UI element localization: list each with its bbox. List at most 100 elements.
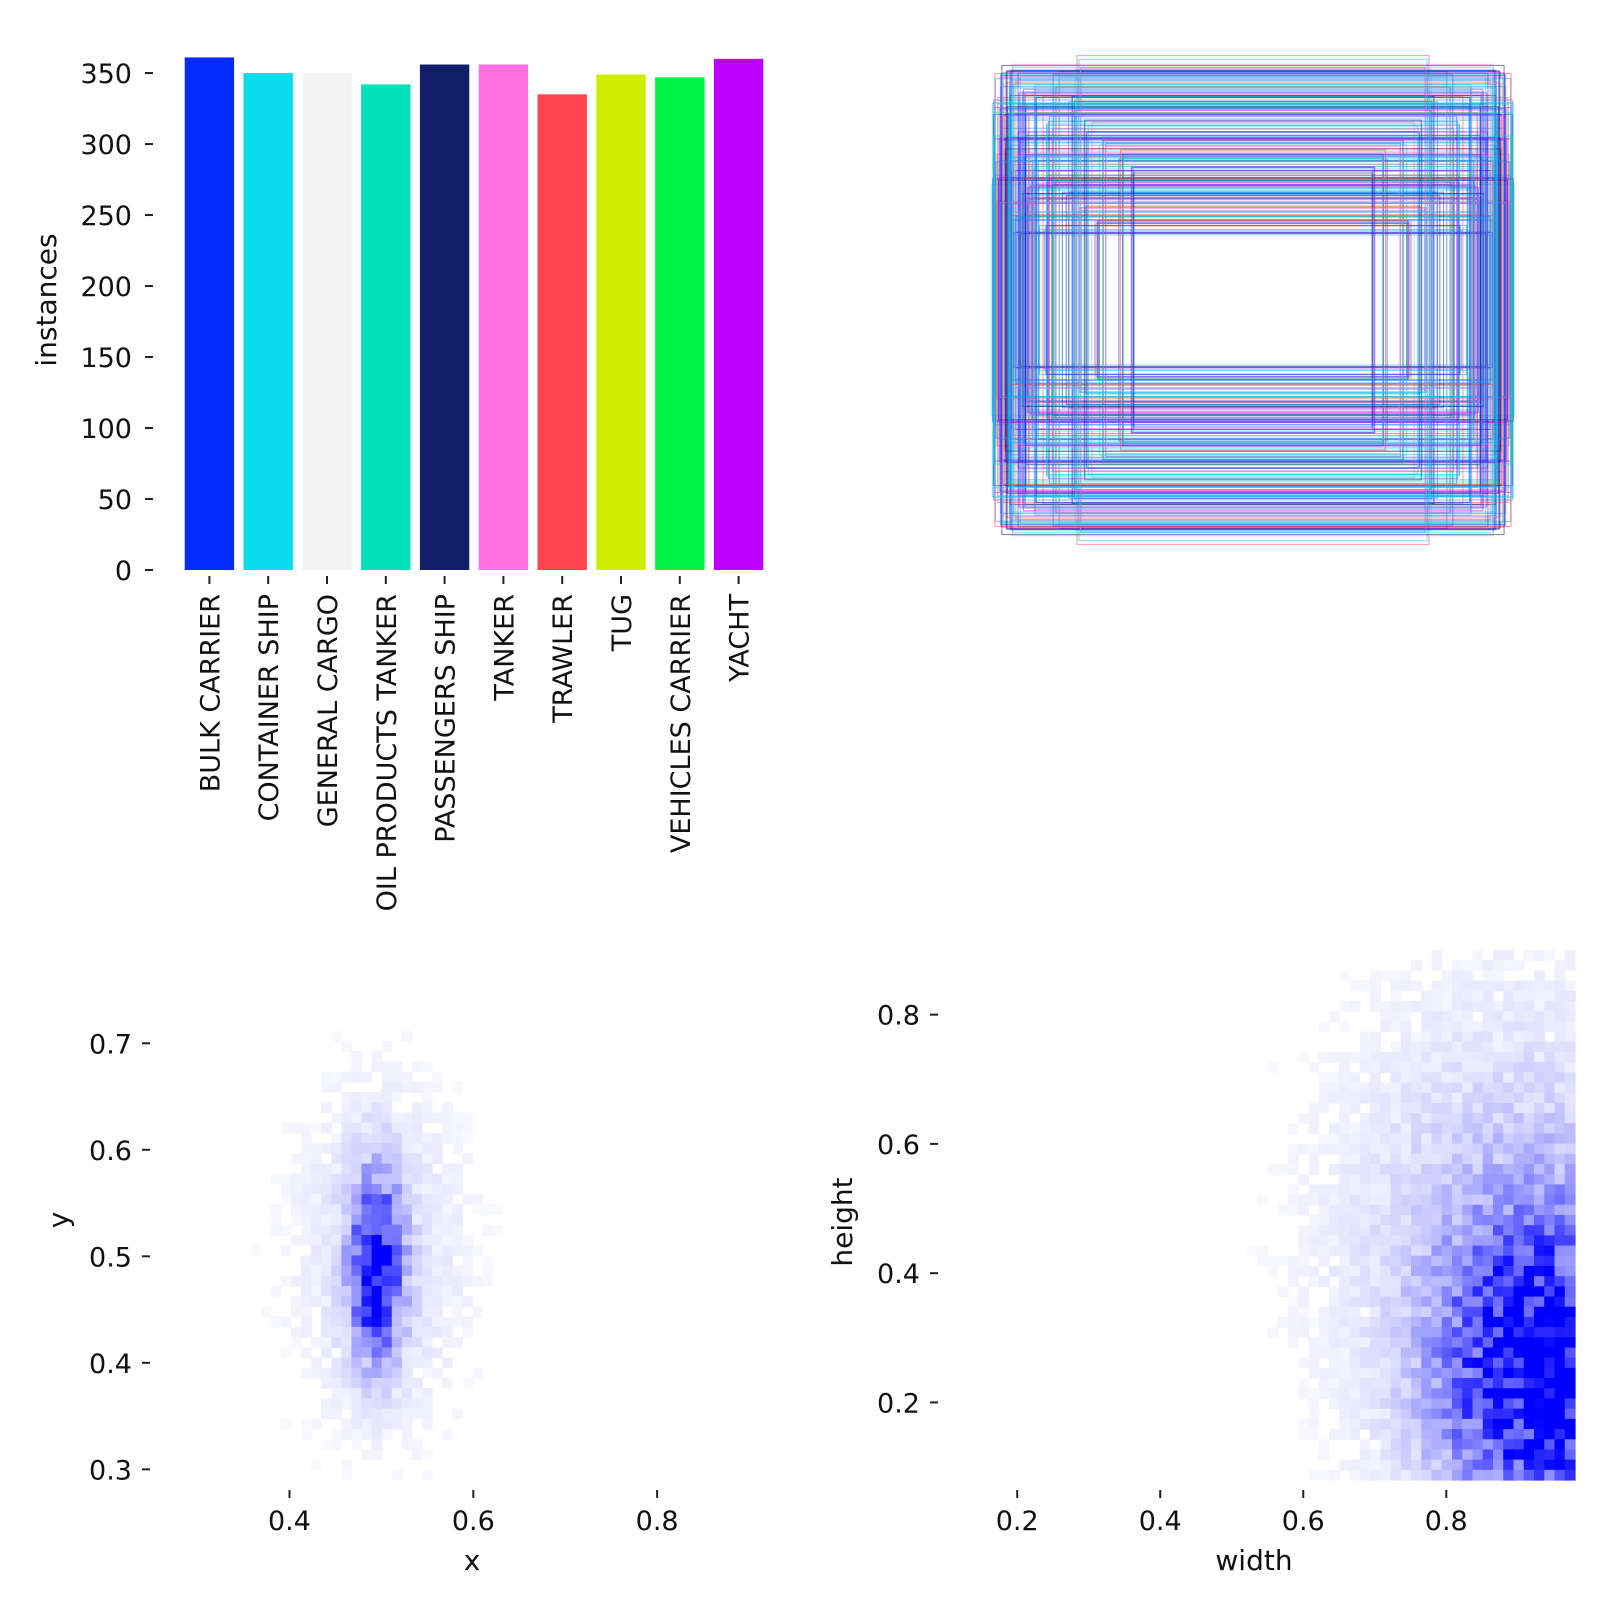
wh-heat-cell xyxy=(1267,1265,1279,1277)
xy-heat-cell xyxy=(321,1235,332,1246)
wh-heat-cell xyxy=(1523,1367,1535,1379)
xy-heat-cell xyxy=(411,1377,423,1389)
wh-heat-cell xyxy=(1390,1123,1402,1135)
wh-heat-cell xyxy=(1421,1235,1433,1247)
wh-heat-cell xyxy=(1400,1062,1412,1073)
xy-heat-cell xyxy=(391,1153,403,1165)
wh-heat-cell xyxy=(1564,1164,1576,1175)
bbox-outline xyxy=(1015,216,1491,384)
xy-heat-cell xyxy=(341,1122,353,1134)
wh-heat-cell xyxy=(1308,1347,1320,1359)
wh-heat-cell xyxy=(1411,1215,1422,1226)
wh-heat-cell xyxy=(1534,1123,1545,1135)
wh-heat-cell xyxy=(1349,1276,1361,1287)
wh-heat-cell xyxy=(1431,1062,1443,1073)
wh-heat-cell xyxy=(1380,1449,1392,1461)
xy-heat-cell xyxy=(301,1286,312,1297)
xy-heat-cell xyxy=(452,1163,463,1175)
xy-heat-cell xyxy=(442,1132,453,1144)
bbox-outline xyxy=(1047,121,1459,479)
xy-heat-cell xyxy=(411,1081,423,1093)
xy-heat-cell xyxy=(381,1418,393,1430)
wh-heat-cell xyxy=(1534,1367,1545,1379)
wh-heat-cell xyxy=(1431,980,1443,992)
wh-heat-cell xyxy=(1349,1459,1361,1471)
wh-heat-cell xyxy=(1380,1327,1392,1338)
xy-heat-cell xyxy=(361,1153,373,1165)
wh-heat-cell xyxy=(1370,1051,1381,1063)
wh-heat-cell xyxy=(1411,1255,1422,1267)
xy-heat-cell xyxy=(411,1224,423,1236)
wh-heat-cell xyxy=(1349,1388,1361,1400)
xy-heat-cell xyxy=(381,1163,393,1175)
wh-heat-cell xyxy=(1390,1204,1402,1216)
wh-heat-cell xyxy=(1544,1378,1556,1389)
wh-heat-cell xyxy=(1472,1174,1484,1186)
xy-heat-cell xyxy=(351,1061,363,1073)
wh-heat-cell xyxy=(1400,1429,1412,1440)
wh-heat-cell xyxy=(1472,1245,1484,1257)
wh-heat-cell xyxy=(1564,1000,1576,1012)
wh-heat-cell xyxy=(1421,1347,1433,1359)
wh-heat-cell xyxy=(1482,1459,1494,1471)
wh-heat-cell xyxy=(1441,970,1453,982)
wh-heat-cell xyxy=(1482,1041,1494,1053)
xy-heat-cell xyxy=(452,1286,463,1297)
wh-heat-cell xyxy=(1564,1092,1576,1104)
xy-heat-cell xyxy=(301,1428,312,1440)
xy-heat-cell xyxy=(361,1428,373,1440)
wh-heat-cell xyxy=(1452,1051,1463,1063)
wh-heat-cell xyxy=(1400,1388,1412,1400)
xy-heat-cell xyxy=(442,1224,453,1236)
wh-heat-cell xyxy=(1523,950,1535,961)
bar-tug xyxy=(596,74,646,571)
bbox-outline xyxy=(1008,87,1498,513)
xy-heat-cell xyxy=(472,1194,484,1205)
wh-heat-cell xyxy=(1380,1123,1392,1135)
wh-heat-cell xyxy=(1441,1113,1453,1124)
wh-heat-cell xyxy=(1544,980,1556,992)
wh-heat-cell xyxy=(1513,1102,1525,1114)
xy-heat-cell xyxy=(321,1245,332,1257)
wh-heat-cell xyxy=(1441,1204,1453,1216)
wh-heat-cell xyxy=(1411,1235,1422,1247)
wh-y-tick-label: 0.8 xyxy=(877,1001,920,1032)
xy-heat-cell xyxy=(321,1306,332,1318)
bbox-outline xyxy=(1086,131,1420,469)
wh-heat-cell xyxy=(1339,1255,1351,1267)
xy-heat-cell xyxy=(452,1143,463,1154)
xy-heat-cell xyxy=(371,1306,383,1318)
wh-heat-cell xyxy=(1390,990,1402,1002)
xy-heat-cell xyxy=(401,1173,413,1185)
wh-heat-cell xyxy=(1390,980,1402,992)
wh-heat-cell xyxy=(1431,1245,1443,1257)
wh-heat-cell xyxy=(1411,1225,1422,1236)
xy-heat-cell xyxy=(361,1377,373,1389)
wh-heat-cell xyxy=(1503,1316,1515,1328)
xy-heat-cell xyxy=(331,1306,342,1318)
wh-heat-cell xyxy=(1349,1367,1361,1379)
wh-heat-cell xyxy=(1431,1174,1443,1186)
xy-heat-cell xyxy=(381,1388,393,1399)
xy-heat-cell xyxy=(381,1337,393,1348)
wh-heat-cell xyxy=(1441,1337,1453,1349)
wh-heat-cell xyxy=(1370,1082,1381,1094)
xy-heat-cell xyxy=(351,1235,363,1246)
bar-x-tick-label: PASSENGERS SHIP xyxy=(431,594,462,843)
wh-heat-cell xyxy=(1452,1092,1463,1104)
xy-heat-cell xyxy=(331,1132,342,1144)
wh-heat-cell xyxy=(1441,1265,1453,1277)
wh-heat-cell xyxy=(1421,1051,1433,1063)
xy-heat-cell xyxy=(422,1245,433,1257)
xy-heat-cell xyxy=(351,1286,363,1297)
wh-heat-cell xyxy=(1493,1062,1504,1073)
wh-x-tick-label: 0.4 xyxy=(1139,1506,1182,1537)
wh-heat-cell xyxy=(1482,1184,1494,1196)
xy-heat-cell xyxy=(371,1163,383,1175)
wh-heat-cell xyxy=(1421,1357,1433,1369)
wh-heat-cell xyxy=(1400,1011,1412,1022)
wh-heat-cell xyxy=(1359,1255,1371,1267)
wh-heat-cell xyxy=(1554,1184,1566,1196)
xy-heat-cell xyxy=(381,1081,393,1093)
